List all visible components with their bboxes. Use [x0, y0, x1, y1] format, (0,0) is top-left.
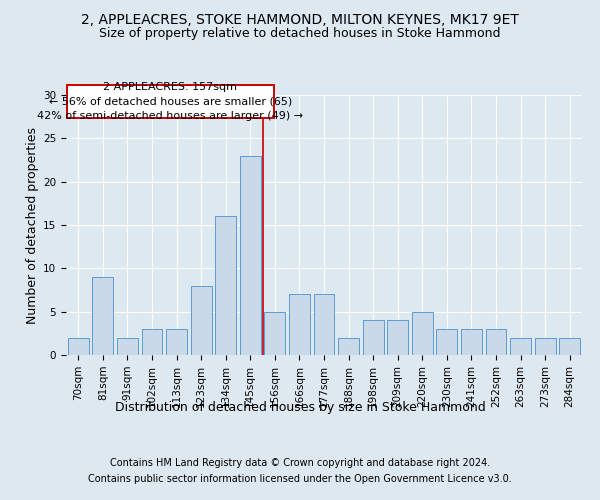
Text: 2 APPLEACRES: 157sqm
← 56% of detached houses are smaller (65)
42% of semi-detac: 2 APPLEACRES: 157sqm ← 56% of detached h… [37, 82, 304, 122]
Bar [191, 286, 212, 355]
Bar [338, 338, 359, 355]
Bar [461, 329, 482, 355]
Text: 2, APPLEACRES, STOKE HAMMOND, MILTON KEYNES, MK17 9ET: 2, APPLEACRES, STOKE HAMMOND, MILTON KEY… [81, 12, 519, 26]
Bar [142, 329, 163, 355]
Bar [289, 294, 310, 355]
Text: Distribution of detached houses by size in Stoke Hammond: Distribution of detached houses by size … [115, 401, 485, 414]
Bar [314, 294, 334, 355]
Bar [485, 329, 506, 355]
Bar [215, 216, 236, 355]
FancyBboxPatch shape [67, 84, 274, 118]
Y-axis label: Number of detached properties: Number of detached properties [26, 126, 39, 324]
Bar [535, 338, 556, 355]
Text: Contains public sector information licensed under the Open Government Licence v3: Contains public sector information licen… [88, 474, 512, 484]
Text: Contains HM Land Registry data © Crown copyright and database right 2024.: Contains HM Land Registry data © Crown c… [110, 458, 490, 468]
Bar [265, 312, 286, 355]
Bar [240, 156, 261, 355]
Bar [436, 329, 457, 355]
Bar [92, 277, 113, 355]
Bar [117, 338, 138, 355]
Text: Size of property relative to detached houses in Stoke Hammond: Size of property relative to detached ho… [99, 28, 501, 40]
Bar [510, 338, 531, 355]
Bar [559, 338, 580, 355]
Bar [68, 338, 89, 355]
Bar [362, 320, 383, 355]
Bar [387, 320, 408, 355]
Bar [166, 329, 187, 355]
Bar [412, 312, 433, 355]
